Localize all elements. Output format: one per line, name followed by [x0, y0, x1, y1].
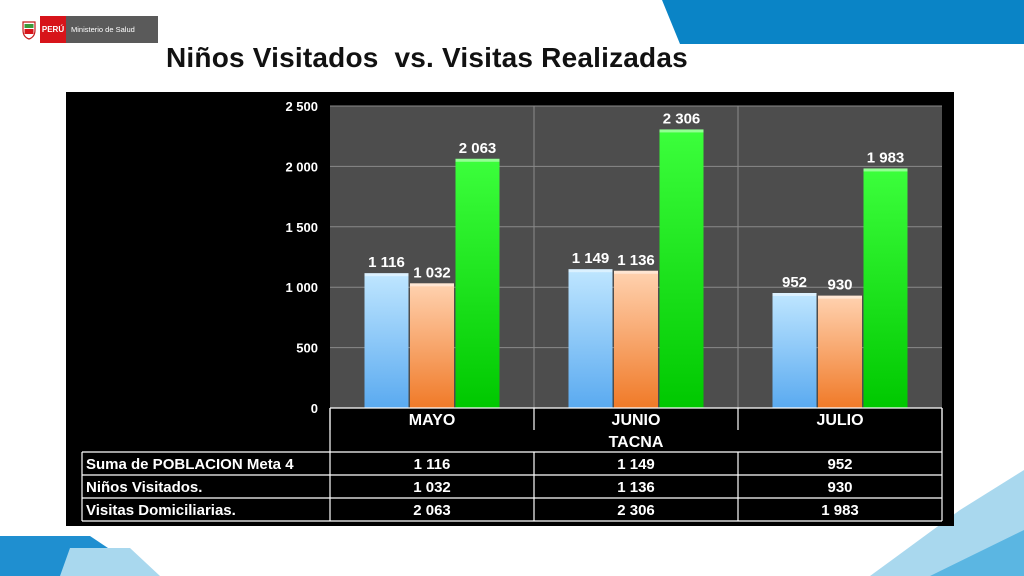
y-tick-label: 500: [296, 341, 318, 356]
bar-2: [818, 295, 862, 408]
data-label: 1 116: [368, 254, 405, 271]
data-label: 1 983: [867, 149, 905, 166]
bar-3: [863, 168, 908, 408]
data-label: 1 032: [413, 264, 451, 281]
y-tick-label: 1 500: [285, 220, 318, 235]
table-cell: 1 032: [413, 479, 451, 496]
bar-1: [568, 269, 613, 408]
bar-highlight: [818, 295, 862, 299]
table-cell: 1 149: [617, 456, 655, 473]
bar-highlight: [659, 129, 704, 133]
table-cell: 2 063: [413, 502, 451, 519]
bar-1: [772, 292, 817, 408]
bar-2: [410, 283, 454, 408]
bar-1: [364, 273, 409, 408]
table-row-header: Visitas Domiciliarias.: [86, 502, 236, 519]
bar-highlight: [568, 269, 613, 273]
table-cell: 1 983: [821, 502, 859, 519]
country-label: PERÚ: [40, 16, 66, 43]
page-title: Niños Visitados vs. Visitas Realizadas: [166, 42, 688, 73]
bottom-left-shape: [60, 548, 160, 576]
table-cell: 1 136: [617, 479, 655, 496]
top-right-band: [662, 0, 1024, 44]
data-label: 2 306: [663, 110, 701, 127]
data-label: 1 136: [617, 252, 655, 269]
bar-highlight: [614, 270, 658, 274]
category-label: JUNIO: [612, 412, 661, 429]
table-cell: 2 306: [617, 502, 655, 519]
y-tick-label: 1 000: [285, 280, 318, 295]
y-tick-label: 2 000: [285, 159, 318, 174]
category-label: MAYO: [409, 412, 456, 429]
bar-highlight: [455, 158, 500, 162]
ministry-label: Ministerio de Salud: [66, 16, 158, 43]
data-label: 2 063: [459, 140, 497, 157]
coat-of-arms-icon: [18, 16, 40, 43]
data-label: 1 149: [572, 250, 610, 267]
ministry-logo: PERÚ Ministerio de Salud: [18, 16, 158, 43]
table-cell: 952: [827, 456, 852, 473]
data-label: 952: [782, 274, 807, 291]
y-tick-label: 0: [311, 401, 318, 416]
group-label: TACNA: [609, 434, 664, 451]
category-label: JULIO: [816, 412, 863, 429]
bottom-right-shape-dark: [930, 530, 1024, 576]
table-cell: 930: [827, 479, 852, 496]
bar-2: [614, 270, 658, 408]
bar-highlight: [772, 292, 817, 296]
bar-highlight: [410, 283, 454, 287]
y-tick-label: 2 500: [285, 99, 318, 114]
bar-highlight: [364, 273, 409, 277]
bar-3: [455, 158, 500, 408]
table-row-header: Suma de POBLACION Meta 4: [86, 456, 294, 473]
bar-highlight: [863, 168, 908, 172]
table-row-header: Niños Visitados.: [86, 479, 202, 496]
bar-3: [659, 129, 704, 409]
table-cell: 1 116: [414, 456, 451, 473]
data-label: 930: [827, 277, 852, 294]
